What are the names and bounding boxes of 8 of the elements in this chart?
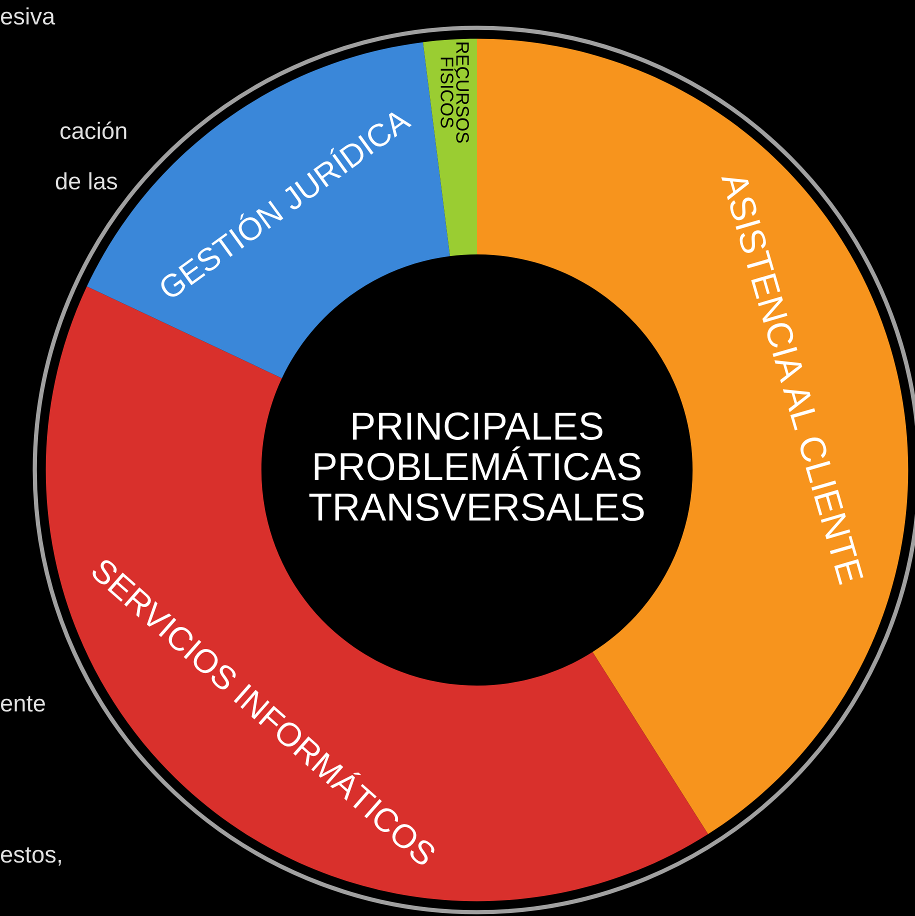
text: esiva [1, 7, 56, 25]
text: ente [1, 696, 45, 712]
text: cación [60, 122, 126, 140]
text: PRINCIPALES PROBLEMÁTICAS TRANSVERSALES [309, 412, 644, 521]
text: estos, [1, 847, 61, 866]
donut-slice [422, 38, 477, 256]
slice-label: RECURSOS FÍSICOS [440, 42, 469, 143]
text: de las [56, 172, 118, 190]
